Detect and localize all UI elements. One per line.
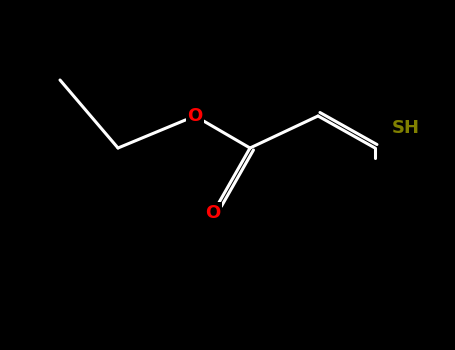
Text: SH: SH (392, 119, 420, 137)
Text: O: O (187, 107, 202, 125)
Text: O: O (205, 204, 221, 222)
